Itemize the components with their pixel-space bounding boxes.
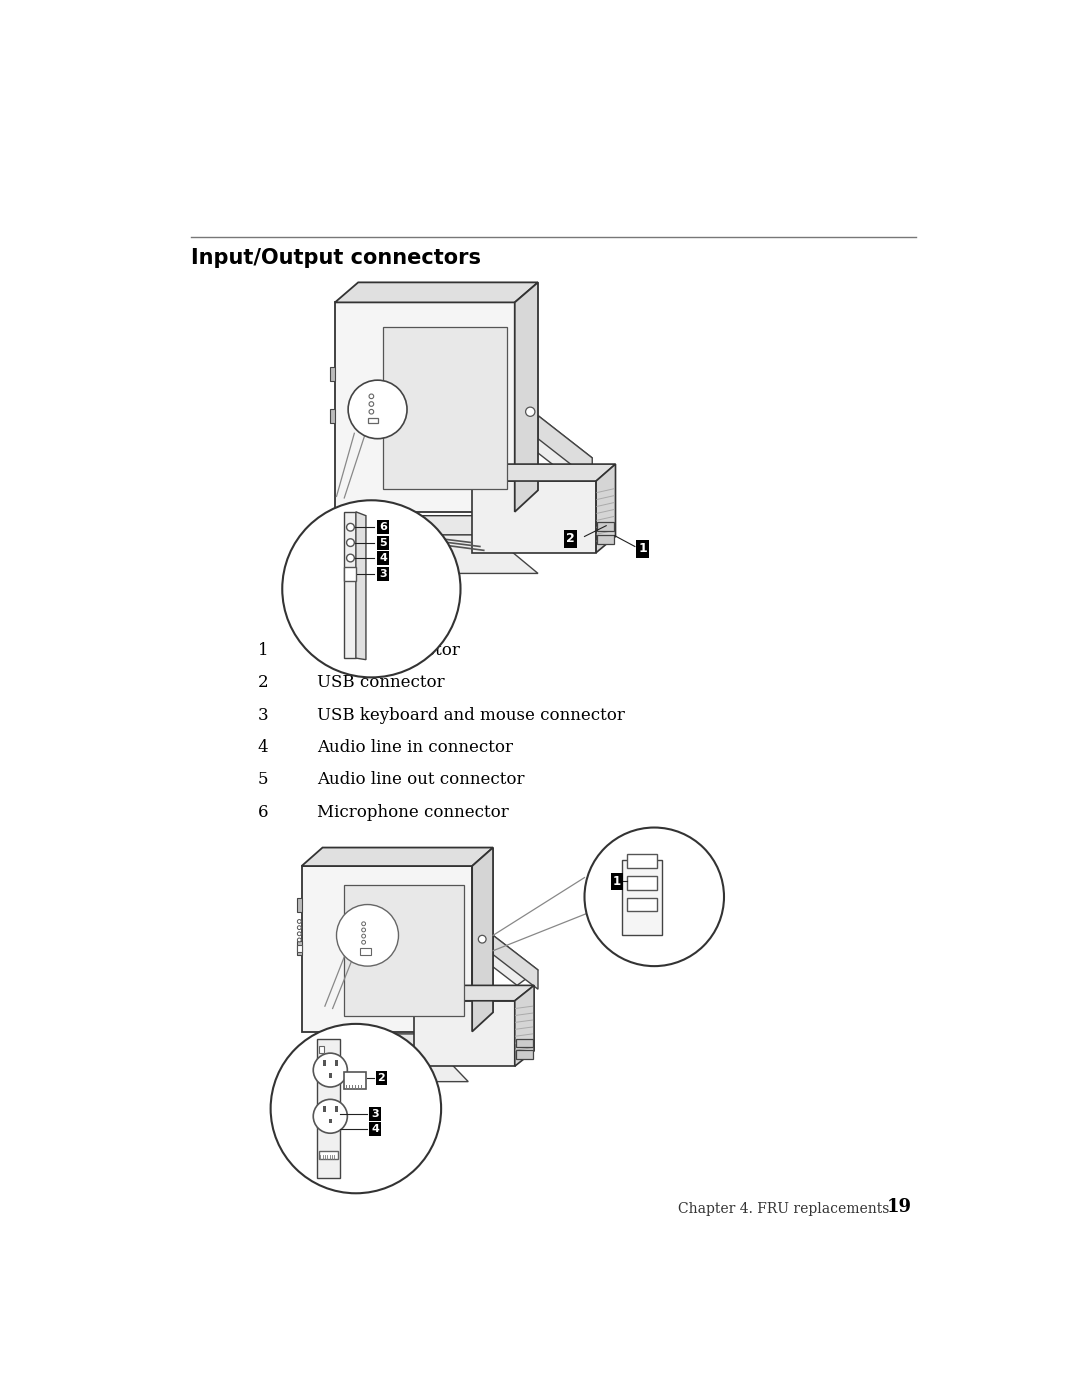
Polygon shape [318,1039,340,1178]
Text: 3: 3 [372,1109,379,1119]
FancyBboxPatch shape [345,567,356,581]
Circle shape [313,1099,348,1133]
Polygon shape [297,898,301,912]
Polygon shape [414,985,535,1000]
Text: 4: 4 [372,1125,379,1134]
FancyBboxPatch shape [319,1046,324,1053]
Text: USB connector: USB connector [318,675,445,692]
Text: Audio line in connector: Audio line in connector [318,739,513,756]
Text: 1: 1 [613,875,621,888]
Polygon shape [414,1000,515,1066]
Text: Audio line out connector: Audio line out connector [318,771,525,788]
Text: 6: 6 [257,803,268,820]
FancyBboxPatch shape [597,535,613,545]
Polygon shape [330,409,335,423]
FancyBboxPatch shape [515,1038,532,1046]
Polygon shape [515,282,538,511]
Text: 3: 3 [379,569,387,580]
Text: 4: 4 [257,739,268,756]
FancyBboxPatch shape [328,1119,332,1123]
Circle shape [347,555,354,562]
Text: 2: 2 [257,675,268,692]
Circle shape [297,926,301,929]
Polygon shape [333,1034,433,1051]
Polygon shape [345,511,356,658]
Polygon shape [472,481,596,553]
Circle shape [313,1053,348,1087]
Text: USB keyboard and mouse connector: USB keyboard and mouse connector [318,707,625,724]
FancyBboxPatch shape [515,1051,532,1059]
Polygon shape [622,861,662,936]
Polygon shape [472,936,538,985]
Polygon shape [330,367,335,381]
Polygon shape [301,866,472,1031]
Text: 2: 2 [566,532,575,545]
FancyBboxPatch shape [627,876,657,890]
Circle shape [362,928,365,932]
Circle shape [297,919,301,923]
Polygon shape [301,848,494,866]
Polygon shape [515,985,535,1066]
Polygon shape [515,415,592,478]
Circle shape [362,922,365,926]
Polygon shape [335,282,538,302]
Circle shape [526,407,535,416]
Text: Power connector: Power connector [318,643,460,659]
Circle shape [347,524,354,531]
Polygon shape [472,848,494,1031]
Circle shape [282,500,460,678]
Circle shape [369,402,374,407]
Text: Chapter 4. FRU replacements: Chapter 4. FRU replacements [677,1203,889,1217]
FancyBboxPatch shape [323,1060,326,1066]
Polygon shape [472,464,616,481]
Circle shape [369,394,374,398]
Polygon shape [333,1049,469,1081]
Polygon shape [596,464,616,553]
Circle shape [584,827,724,967]
Circle shape [297,932,301,936]
Circle shape [337,904,399,967]
Text: 19: 19 [887,1199,912,1217]
Text: 5: 5 [379,538,387,548]
Polygon shape [383,327,507,489]
Polygon shape [375,535,538,573]
FancyBboxPatch shape [345,1073,366,1090]
FancyBboxPatch shape [297,944,302,953]
Polygon shape [375,515,491,535]
Polygon shape [494,936,538,989]
Circle shape [347,539,354,546]
FancyBboxPatch shape [627,898,657,911]
Text: Input/Output connectors: Input/Output connectors [191,249,481,268]
Text: 3: 3 [257,707,268,724]
Polygon shape [297,940,301,954]
FancyBboxPatch shape [597,522,613,531]
Polygon shape [335,302,515,511]
Circle shape [362,935,365,937]
FancyBboxPatch shape [328,1073,332,1077]
Polygon shape [345,886,464,1016]
Text: 5: 5 [257,771,268,788]
FancyBboxPatch shape [335,1060,338,1066]
Text: 1: 1 [638,542,647,555]
FancyBboxPatch shape [360,949,370,954]
Text: 2: 2 [378,1073,386,1083]
Circle shape [348,380,407,439]
FancyBboxPatch shape [627,855,657,869]
FancyBboxPatch shape [335,1106,338,1112]
Polygon shape [538,415,592,481]
Text: Microphone connector: Microphone connector [318,803,509,820]
Text: 6: 6 [379,522,387,532]
Circle shape [478,936,486,943]
Text: 1: 1 [257,643,268,659]
FancyBboxPatch shape [367,418,378,423]
Polygon shape [356,511,366,659]
Text: 4: 4 [379,553,387,563]
Circle shape [271,1024,441,1193]
FancyBboxPatch shape [319,1151,338,1158]
FancyBboxPatch shape [323,1106,326,1112]
Circle shape [369,409,374,414]
Circle shape [297,937,301,942]
Circle shape [362,940,365,944]
